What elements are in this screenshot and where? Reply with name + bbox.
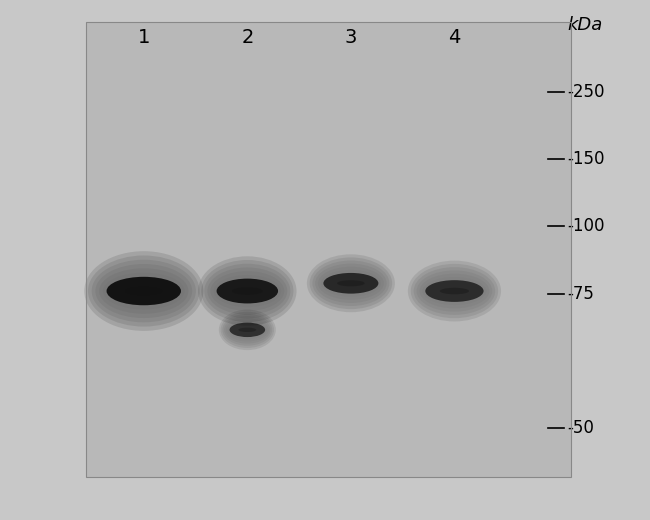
- Text: -100: -100: [567, 217, 605, 236]
- Ellipse shape: [239, 328, 256, 332]
- Ellipse shape: [232, 288, 263, 295]
- Ellipse shape: [309, 257, 392, 309]
- Ellipse shape: [440, 288, 469, 294]
- Ellipse shape: [216, 279, 278, 304]
- Ellipse shape: [411, 264, 498, 318]
- Ellipse shape: [408, 261, 501, 321]
- Bar: [86, 22, 571, 477]
- Ellipse shape: [125, 287, 162, 295]
- Ellipse shape: [337, 280, 365, 287]
- Ellipse shape: [219, 309, 276, 350]
- Ellipse shape: [88, 255, 200, 327]
- Ellipse shape: [229, 322, 265, 337]
- Text: 4: 4: [448, 28, 461, 47]
- Ellipse shape: [84, 251, 203, 331]
- Ellipse shape: [313, 261, 389, 306]
- Text: -50: -50: [567, 419, 595, 437]
- Ellipse shape: [413, 267, 495, 315]
- Text: 1: 1: [138, 28, 150, 47]
- Ellipse shape: [207, 267, 287, 315]
- Text: kDa: kDa: [567, 16, 603, 34]
- Text: -150: -150: [567, 150, 605, 168]
- Ellipse shape: [220, 311, 274, 348]
- Ellipse shape: [324, 273, 378, 294]
- Text: -75: -75: [567, 284, 595, 303]
- Ellipse shape: [222, 314, 272, 346]
- Ellipse shape: [198, 256, 296, 326]
- Ellipse shape: [107, 277, 181, 305]
- Text: 2: 2: [241, 28, 254, 47]
- Text: 3: 3: [344, 28, 357, 47]
- Ellipse shape: [204, 264, 291, 318]
- Ellipse shape: [307, 254, 395, 312]
- Ellipse shape: [92, 260, 196, 322]
- Ellipse shape: [425, 280, 484, 302]
- Ellipse shape: [202, 260, 293, 322]
- Ellipse shape: [96, 264, 192, 318]
- Bar: [86, 22, 571, 477]
- Text: -250: -250: [567, 83, 605, 101]
